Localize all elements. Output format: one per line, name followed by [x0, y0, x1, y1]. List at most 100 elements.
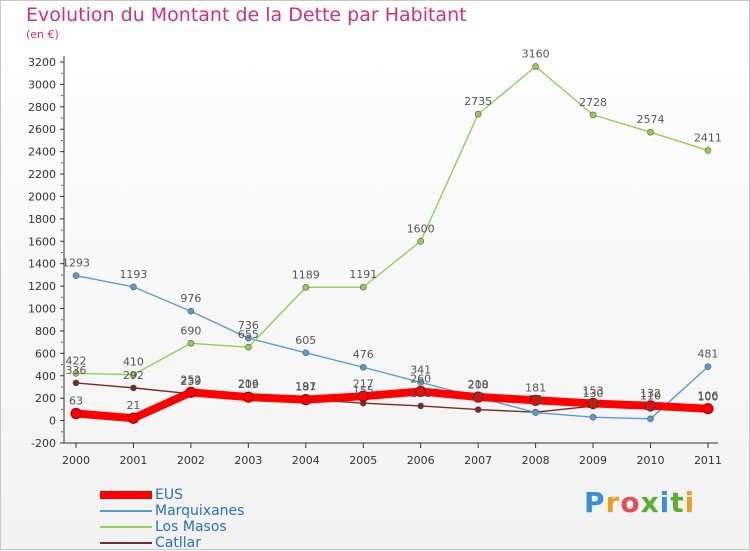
data-point-eus [357, 390, 369, 402]
data-label-marquixanes: 1193 [119, 268, 147, 281]
data-point-eus [242, 391, 254, 403]
data-label-los-masos: 2574 [637, 113, 665, 126]
data-label-eus: 260 [410, 372, 431, 385]
legend-swatch-catllar [100, 542, 152, 544]
data-label-los-masos: 2411 [694, 131, 722, 144]
data-label-marquixanes: 341 [410, 363, 431, 376]
x-tick-label: 2000 [62, 454, 90, 467]
data-point-eus [702, 403, 714, 415]
y-tick-label: 1200 [28, 280, 56, 293]
data-label-los-masos: 655 [238, 328, 259, 341]
data-label-los-masos: 1189 [292, 268, 320, 281]
data-label-eus: 252 [180, 373, 201, 386]
data-point-marquixanes [302, 349, 310, 357]
y-tick-label: 800 [35, 325, 56, 338]
x-tick-label: 2009 [579, 454, 607, 467]
data-label-marquixanes: 736 [238, 319, 259, 332]
data-point-eus [127, 412, 140, 424]
series-line-los-masos [75, 65, 709, 376]
legend-item-eus: EUS [100, 487, 244, 503]
data-point-catllar [130, 384, 137, 392]
y-tick-label: 2200 [28, 168, 56, 181]
legend-item-los-masos: Los Masos [100, 519, 244, 535]
data-label-marquixanes: 72 [529, 394, 543, 407]
data-label-eus: 153 [583, 384, 604, 397]
logo-letter: o [620, 486, 641, 519]
data-point-eus [70, 407, 82, 420]
data-label-catllar: 131 [410, 387, 431, 400]
data-label-los-masos: 1191 [349, 268, 377, 281]
legend-item-marquixanes: Marquixanes [100, 503, 244, 519]
data-point-eus [185, 386, 197, 398]
y-tick-label: 1000 [28, 303, 56, 316]
data-label-marquixanes: 1293 [62, 257, 90, 270]
series-line-eus [72, 387, 712, 423]
y-tick-label: 600 [35, 347, 56, 360]
data-point-los-masos [302, 284, 310, 291]
data-point-marquixanes [532, 409, 539, 416]
data-label-marquixanes: 30 [586, 398, 600, 411]
logo-letter: r [605, 486, 621, 519]
chart-title: Evolution du Montant de la Dette par Hab… [26, 4, 467, 26]
data-point-marquixanes [72, 272, 80, 279]
data-point-los-masos [359, 283, 367, 291]
y-tick-label: 3200 [28, 56, 56, 69]
data-label-catllar: 191 [295, 380, 316, 393]
data-point-los-masos [474, 110, 482, 118]
x-tick-label: 2008 [522, 454, 550, 467]
data-point-catllar [72, 379, 80, 387]
data-point-marquixanes [187, 307, 195, 315]
data-label-catllar: 110 [640, 389, 661, 402]
legend: EUS Marquixanes Los Masos Catllar [100, 487, 244, 551]
data-label-marquixanes: 481 [697, 348, 718, 361]
data-label-marquixanes: 208 [468, 378, 489, 391]
legend-label-marquixanes: Marquixanes [155, 503, 245, 519]
data-label-catllar: 155 [353, 384, 374, 397]
data-label-los-masos: 1600 [407, 222, 435, 235]
data-label-eus: 106 [697, 390, 718, 403]
chart-subtitle: (en €) [26, 28, 59, 41]
legend-swatch-marquixanes [100, 510, 152, 512]
data-point-catllar [474, 406, 482, 413]
logo-letter: i [684, 486, 696, 519]
data-point-los-masos [532, 63, 539, 70]
data-point-eus [415, 385, 427, 398]
data-point-marquixanes [130, 283, 137, 291]
legend-label-catllar: Catllar [155, 535, 201, 551]
data-point-los-masos [187, 339, 195, 347]
proxiti-logo: Proxiti [584, 486, 695, 519]
y-tick-label: 1600 [28, 235, 56, 248]
series-line-marquixanes [75, 274, 709, 420]
data-label-catllar: 292 [123, 369, 144, 382]
logo-letter: P [584, 486, 606, 519]
x-tick-label: 2011 [694, 454, 722, 467]
y-tick-label: 2600 [28, 123, 56, 136]
y-tick-label: 2400 [28, 146, 56, 159]
x-tick-label: 2007 [464, 454, 492, 467]
data-label-marquixanes: 605 [295, 334, 316, 347]
x-tick-label: 2004 [292, 454, 320, 467]
data-label-eus: 217 [353, 377, 374, 390]
data-label-eus: 63 [69, 395, 83, 408]
data-point-los-masos [130, 371, 137, 378]
data-point-marquixanes [359, 363, 367, 371]
data-label-eus: 210 [468, 378, 489, 391]
data-point-marquixanes [647, 415, 654, 423]
legend-swatch-los-masos [100, 526, 152, 528]
x-tick-label: 2006 [407, 454, 435, 467]
y-tick-label: -200 [31, 437, 56, 450]
data-label-catllar: 216 [238, 377, 259, 390]
logo-letter: i [659, 486, 671, 519]
y-tick-label: 2000 [28, 190, 56, 203]
y-tick-label: 1400 [28, 258, 56, 271]
data-point-marquixanes [245, 334, 252, 342]
data-label-los-masos: 2728 [579, 96, 607, 109]
legend-label-los-masos: Los Masos [155, 519, 227, 535]
data-label-catllar: 100 [697, 390, 718, 403]
legend-swatch-eus [100, 491, 152, 499]
y-tick-label: 2800 [28, 101, 56, 114]
data-label-catllar: 130 [583, 387, 604, 400]
data-label-los-masos: 2735 [464, 95, 492, 108]
